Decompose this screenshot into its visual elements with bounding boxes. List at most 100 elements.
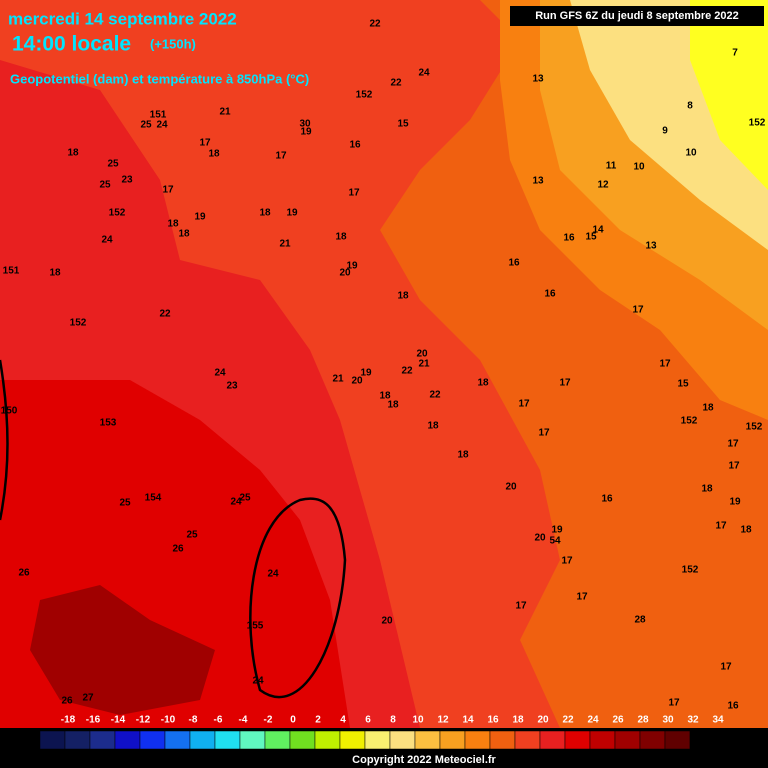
map-value: 152 (356, 90, 373, 101)
color-cell (114, 730, 141, 750)
map-value: 18 (67, 148, 79, 159)
map-value: 17 (728, 461, 740, 472)
color-cell (164, 730, 191, 750)
run-box (510, 6, 764, 26)
map-value: 22 (401, 366, 413, 377)
map-value: 19 (729, 497, 741, 508)
color-cell (464, 730, 491, 750)
map-value: 8 (687, 101, 693, 112)
colorbar-label: -6 (214, 715, 223, 726)
map-value: 19 (300, 127, 312, 138)
map-value: 21 (219, 107, 231, 118)
colorbar-label: 6 (365, 715, 371, 726)
colorbar-label: 34 (712, 715, 724, 726)
colorbar-label: 8 (390, 715, 396, 726)
map-value: 17 (275, 151, 287, 162)
map-value: 18 (208, 149, 220, 160)
map-value: 13 (532, 74, 544, 85)
map-value: 9 (662, 126, 668, 137)
colorbar-label: -10 (161, 715, 176, 726)
map-value: 16 (508, 258, 520, 269)
color-cell (639, 730, 666, 750)
field-yellow (690, 0, 768, 190)
map-value: 21 (332, 374, 344, 385)
colorbar-label: -14 (111, 715, 126, 726)
copyright: Copyright 2022 Meteociel.fr (352, 754, 496, 766)
colorbar-label: -4 (239, 715, 248, 726)
map-value: 22 (159, 309, 171, 320)
map-value: 18 (387, 400, 399, 411)
map-value: 17 (515, 601, 527, 612)
map-value: 24 (101, 235, 113, 246)
map-value: 10 (685, 148, 697, 159)
color-cell (39, 730, 66, 750)
colorbar-label: 10 (412, 715, 424, 726)
map-value: 18 (701, 484, 713, 495)
color-cell (664, 730, 691, 750)
map-value: 18 (740, 525, 752, 536)
map-value: 16 (544, 289, 556, 300)
color-cell (514, 730, 541, 750)
map-value: 10 (633, 162, 645, 173)
color-cell (539, 730, 566, 750)
color-cell (364, 730, 391, 750)
map-value: 22 (369, 19, 381, 30)
map-value: 17 (659, 359, 671, 370)
map-value: 155 (247, 621, 264, 632)
map-value: 16 (601, 494, 613, 505)
map-value: 23 (121, 175, 133, 186)
colorbar-label: -12 (136, 715, 151, 726)
map-value: 17 (348, 188, 360, 199)
color-cell (139, 730, 166, 750)
map-value: 24 (214, 368, 226, 379)
map-value: 26 (18, 568, 30, 579)
map-value: 26 (61, 696, 73, 707)
map-value: 19 (194, 212, 206, 223)
map-value: 19 (346, 261, 358, 272)
map-value: 25 (140, 120, 152, 131)
field-title: Geopotentiel (dam) et température à 850h… (10, 71, 309, 86)
map-value: 17 (632, 305, 644, 316)
colorbar-label: -2 (264, 715, 273, 726)
map-value: 153 (100, 418, 117, 429)
map-value: 18 (259, 208, 271, 219)
color-cell (89, 730, 116, 750)
map-value: 20 (381, 616, 393, 627)
map-value: 16 (349, 140, 361, 151)
map-value: 150 (1, 406, 18, 417)
map-value: 19 (360, 368, 372, 379)
map-value: 21 (279, 239, 291, 250)
colorbar-label: 22 (562, 715, 574, 726)
map-value: 24 (267, 569, 279, 580)
colorbar-label: 14 (462, 715, 474, 726)
map-value: 20 (416, 349, 428, 360)
map-value: 17 (576, 592, 588, 603)
color-cell (589, 730, 616, 750)
date: mercredi 14 septembre 2022 (8, 9, 237, 28)
isohypse (249, 497, 347, 699)
colorbar-label: 28 (637, 715, 649, 726)
colorbar-label: 20 (537, 715, 549, 726)
map-value: 13 (532, 176, 544, 187)
colorbar-label: 0 (290, 715, 296, 726)
map-value: 25 (186, 530, 198, 541)
color-cell (189, 730, 216, 750)
map-value: 17 (199, 138, 211, 149)
map-value: 11 (606, 161, 617, 172)
colorbar-label: 4 (340, 715, 346, 726)
colorbar: -18 -16 -14 -12 -10 -8 -6 -4 -2 0 2 4 6 8 10 12 14 16 18 20… (0, 715, 768, 768)
map-value: 22 (390, 78, 402, 89)
map-value: 18 (335, 232, 347, 243)
map-value: 17 (715, 521, 727, 532)
map-value: 16 (563, 233, 575, 244)
map-value: 152 (109, 208, 126, 219)
colorbar-label: -8 (189, 715, 198, 726)
map-value: 152 (682, 565, 699, 576)
map-value: 18 (49, 268, 61, 279)
map-value: 24 (418, 68, 430, 79)
map-value: 25 (239, 493, 251, 504)
map-value: 19 (286, 208, 298, 219)
field-dark-red (30, 585, 215, 715)
